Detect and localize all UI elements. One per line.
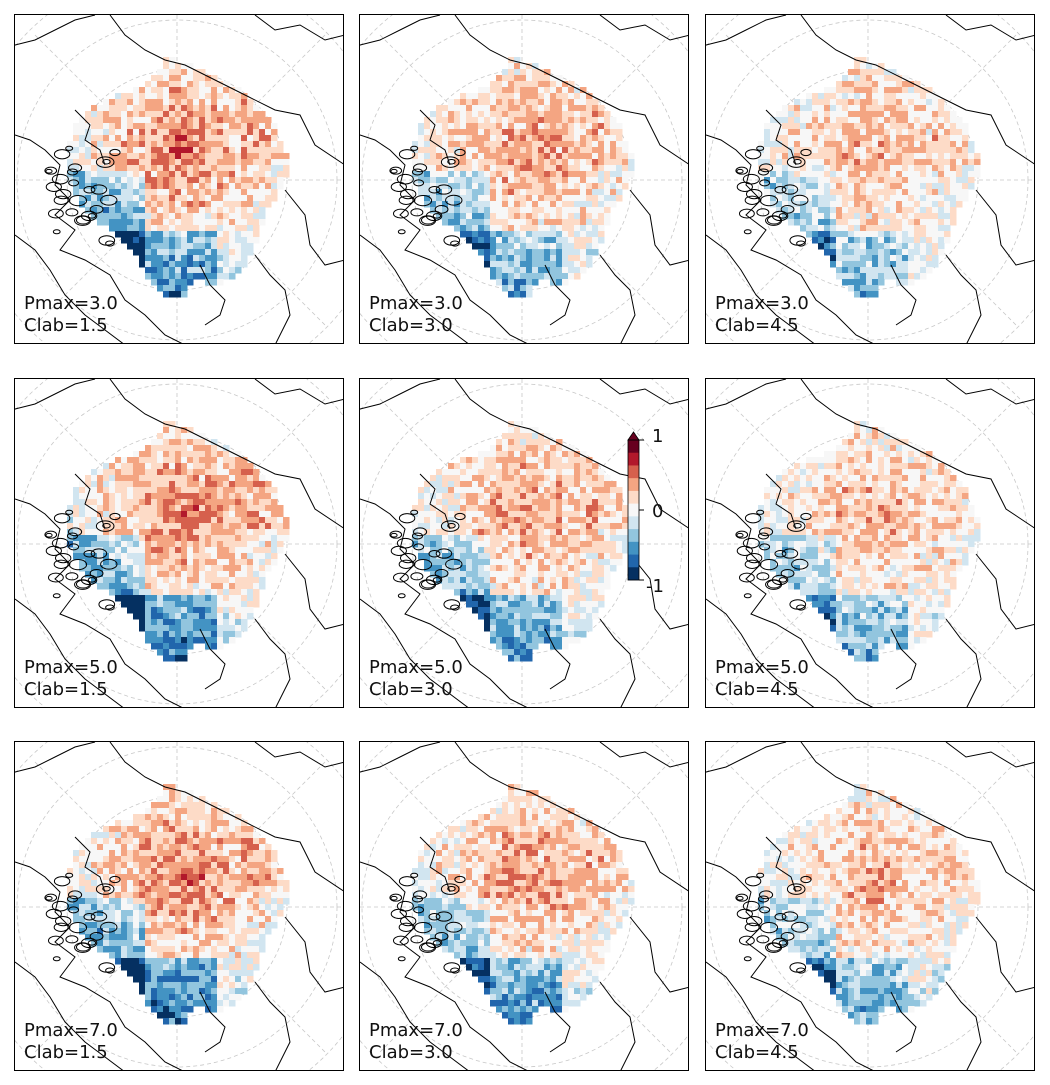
coastline <box>706 742 1034 1070</box>
map-panel-6: Pmax=5.0 Clab=4.5 <box>705 378 1035 708</box>
polar-map <box>360 379 688 707</box>
clab-label: Clab=3.0 <box>369 679 453 700</box>
colorbar-segment <box>628 516 639 530</box>
polar-map <box>706 15 1034 343</box>
colorbar-tick-min: -1 <box>646 576 664 597</box>
pmax-label: Pmax=5.0 <box>24 657 118 678</box>
colorbar-segment <box>628 478 639 492</box>
coastline <box>15 379 343 707</box>
pmax-label: Pmax=7.0 <box>715 1020 809 1041</box>
polar-map <box>15 15 343 343</box>
polar-map <box>706 379 1034 707</box>
pmax-label: Pmax=3.0 <box>369 293 463 314</box>
coastline <box>15 742 343 1070</box>
coastline <box>15 15 343 343</box>
sea-ice-field <box>67 784 290 1025</box>
map-panel-8: Pmax=7.0 Clab=3.0 <box>359 741 689 1071</box>
colorbar-segment <box>628 541 639 555</box>
coastline <box>706 379 1034 707</box>
coastline <box>706 15 1034 343</box>
sea-ice-field <box>758 421 981 662</box>
map-panel-2: Pmax=3.0 Clab=3.0 <box>359 14 689 344</box>
pmax-label: Pmax=3.0 <box>24 293 118 314</box>
polar-map <box>15 742 343 1070</box>
clab-label: Clab=4.5 <box>715 315 799 336</box>
clab-label: Clab=1.5 <box>24 679 108 700</box>
sea-ice-field <box>67 57 290 298</box>
colorbar-segment <box>628 452 639 466</box>
colorbar: 1 0 -1 <box>620 426 690 600</box>
sea-ice-field <box>758 57 981 298</box>
colorbar-segment <box>628 567 639 581</box>
pmax-label: Pmax=3.0 <box>715 293 809 314</box>
colorbar-segment <box>628 554 639 568</box>
clab-label: Clab=3.0 <box>369 1042 453 1063</box>
polar-map <box>360 15 688 343</box>
panel-label: Pmax=5.0 Clab=1.5 <box>24 657 118 701</box>
panel-label: Pmax=3.0 Clab=3.0 <box>369 293 463 337</box>
colorbar-bar <box>627 431 644 581</box>
panel-label: Pmax=3.0 Clab=1.5 <box>24 293 118 337</box>
map-panel-9: Pmax=7.0 Clab=4.5 <box>705 741 1035 1071</box>
panel-label: Pmax=5.0 Clab=3.0 <box>369 657 463 701</box>
map-panel-3: Pmax=3.0 Clab=4.5 <box>705 14 1035 344</box>
clab-label: Clab=4.5 <box>715 679 799 700</box>
coastline <box>360 742 688 1070</box>
polar-map <box>360 742 688 1070</box>
coastline <box>360 379 688 707</box>
pmax-label: Pmax=5.0 <box>715 657 809 678</box>
colorbar-tick-zero: 0 <box>652 501 664 522</box>
colorbar-tick-max: 1 <box>652 426 664 447</box>
polar-map <box>15 379 343 707</box>
polar-map <box>706 742 1034 1070</box>
sea-ice-field <box>412 421 635 662</box>
sea-ice-field <box>412 57 635 298</box>
colorbar-segment <box>628 490 639 504</box>
colorbar-segment <box>628 503 639 517</box>
panel-label: Pmax=7.0 Clab=4.5 <box>715 1020 809 1064</box>
sea-ice-field <box>67 421 290 662</box>
colorbar-segment <box>628 440 639 454</box>
pmax-label: Pmax=5.0 <box>369 657 463 678</box>
panel-label: Pmax=3.0 Clab=4.5 <box>715 293 809 337</box>
sea-ice-field <box>758 784 981 1025</box>
pmax-label: Pmax=7.0 <box>369 1020 463 1041</box>
coastline <box>360 15 688 343</box>
panel-label: Pmax=7.0 Clab=1.5 <box>24 1020 118 1064</box>
map-panel-7: Pmax=7.0 Clab=1.5 <box>14 741 344 1071</box>
sea-ice-field <box>412 784 635 1025</box>
panel-label: Pmax=5.0 Clab=4.5 <box>715 657 809 701</box>
colorbar-segment <box>628 529 639 543</box>
clab-label: Clab=1.5 <box>24 1042 108 1063</box>
pmax-label: Pmax=7.0 <box>24 1020 118 1041</box>
colorbar-extend-max <box>627 431 640 441</box>
clab-label: Clab=1.5 <box>24 315 108 336</box>
map-panel-4: Pmax=5.0 Clab=1.5 <box>14 378 344 708</box>
clab-label: Clab=4.5 <box>715 1042 799 1063</box>
colorbar-segment <box>628 465 639 479</box>
clab-label: Clab=3.0 <box>369 315 453 336</box>
map-panel-1: Pmax=3.0 Clab=1.5 <box>14 14 344 344</box>
panel-label: Pmax=7.0 Clab=3.0 <box>369 1020 463 1064</box>
